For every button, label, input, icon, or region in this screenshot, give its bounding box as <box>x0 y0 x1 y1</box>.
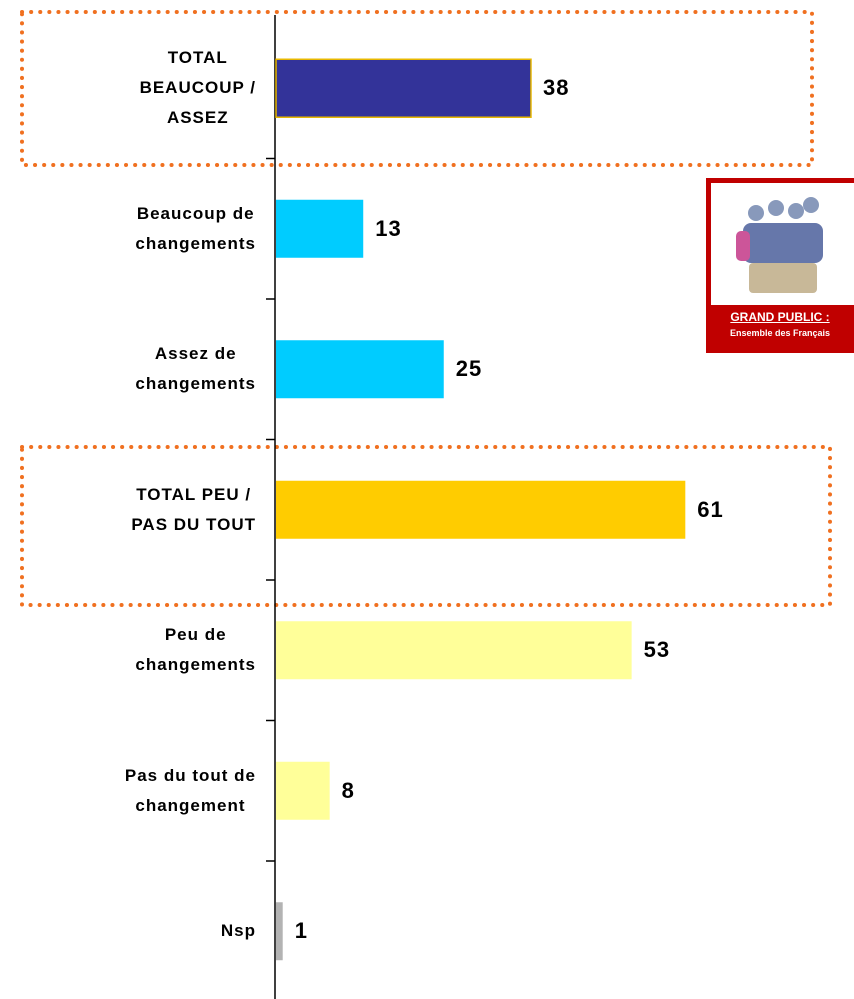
category-label: TOTAL BEAUCOUP / ASSEZ <box>139 48 256 128</box>
value-label: 61 <box>697 496 724 522</box>
bar <box>276 199 364 258</box>
category-label: Nsp <box>220 921 256 941</box>
value-label: 38 <box>542 75 570 101</box>
value-label: 25 <box>455 356 483 382</box>
category-label: Assez de changements <box>135 344 256 394</box>
bar <box>276 621 632 680</box>
category-label: TOTAL PEU / PAS DU TOUT <box>131 484 256 534</box>
category-label: Pas du tout de changement <box>124 765 256 815</box>
value-label: 1 <box>294 918 308 944</box>
badge-title: GRAND PUBLIC : <box>730 310 830 324</box>
category-label-box: Assez de changements <box>135 339 256 399</box>
value-label: 53 <box>643 637 671 663</box>
category-label-box: TOTAL BEAUCOUP / ASSEZ <box>140 43 256 133</box>
category-label: Peu de changements <box>135 625 256 675</box>
value-label: 8 <box>341 777 355 803</box>
bar <box>276 761 330 820</box>
people-image <box>711 183 854 305</box>
bar <box>276 340 444 399</box>
category-label-box: Nsp <box>221 916 256 946</box>
people-icon <box>736 197 823 293</box>
highlight-box <box>20 10 814 167</box>
badge-subtitle: Ensemble des Français <box>729 328 831 338</box>
badge: GRAND PUBLIC : Ensemble des Français <box>706 178 854 353</box>
category-label-box: Beaucoup de changements <box>135 199 256 259</box>
bar <box>276 902 283 961</box>
bar <box>275 58 532 118</box>
category-label-box: Pas du tout de changement <box>125 761 256 821</box>
bar <box>276 480 686 539</box>
category-label-box: TOTAL PEU / PAS DU TOUT <box>131 480 256 540</box>
category-label: Beaucoup de changements <box>135 203 256 253</box>
category-label-box: Peu de changements <box>135 620 256 680</box>
value-label: 13 <box>375 215 402 241</box>
